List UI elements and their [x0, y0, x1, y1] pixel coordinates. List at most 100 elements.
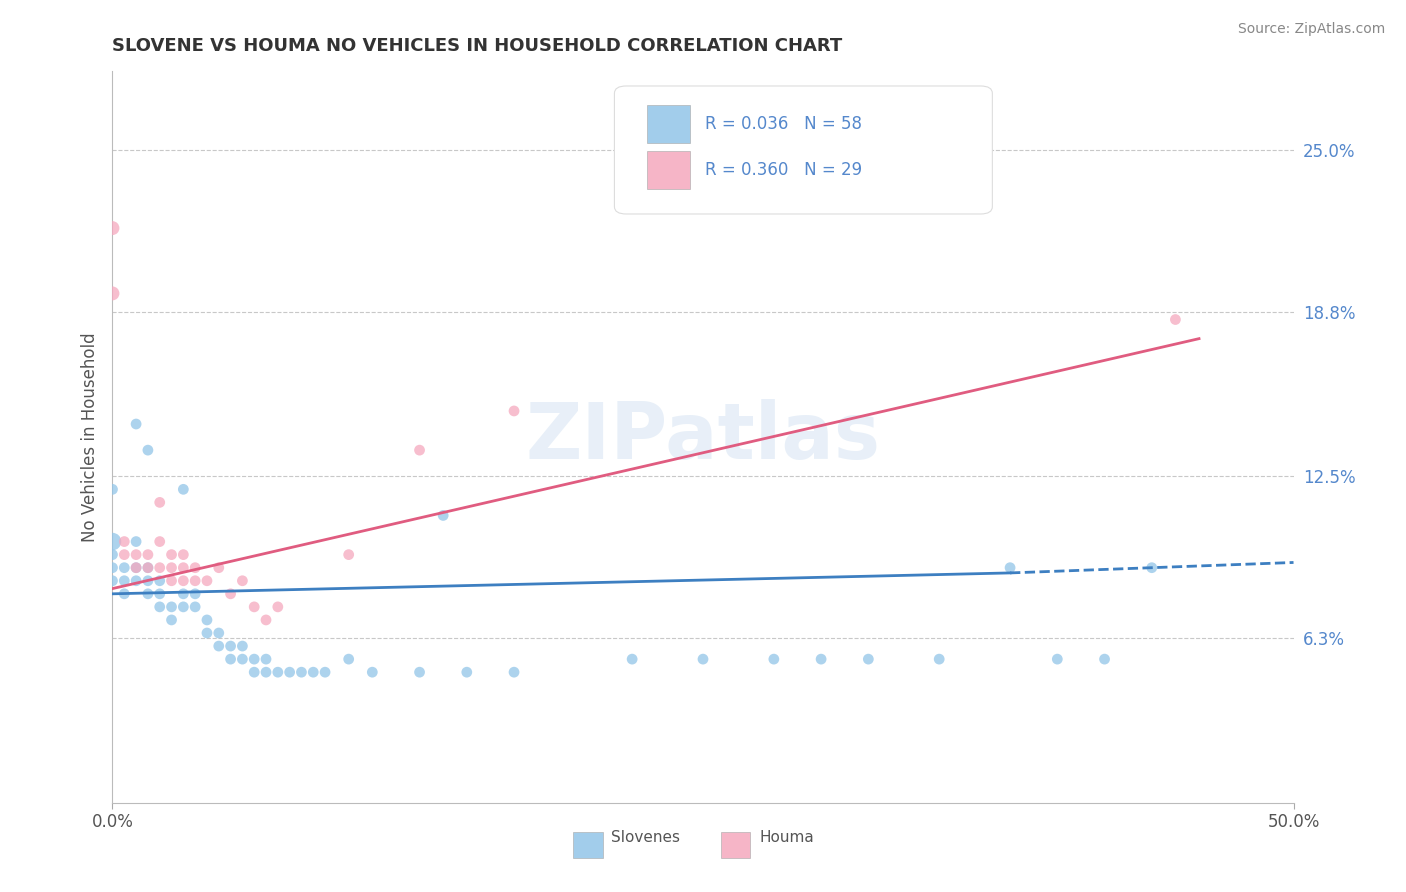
Point — [278, 665, 301, 680]
Point — [243, 652, 266, 666]
Point — [112, 534, 135, 549]
Point — [101, 221, 124, 235]
Point — [219, 587, 242, 601]
Point — [254, 613, 277, 627]
Point — [208, 560, 231, 574]
Point — [101, 534, 124, 549]
Point — [408, 443, 430, 458]
Point — [125, 560, 148, 574]
Point — [149, 574, 172, 588]
Point — [172, 587, 194, 601]
Point — [112, 587, 135, 601]
Text: SLOVENE VS HOUMA NO VEHICLES IN HOUSEHOLD CORRELATION CHART: SLOVENE VS HOUMA NO VEHICLES IN HOUSEHOL… — [112, 37, 842, 54]
Bar — [721, 832, 751, 858]
Point — [172, 483, 194, 497]
Text: R = 0.360   N = 29: R = 0.360 N = 29 — [706, 161, 862, 179]
Point — [243, 599, 266, 614]
Point — [101, 574, 124, 588]
Point — [172, 574, 194, 588]
Point — [125, 417, 148, 431]
Point — [149, 534, 172, 549]
Point — [160, 599, 183, 614]
Point — [408, 665, 430, 680]
Point — [1046, 652, 1069, 666]
Point — [136, 443, 159, 458]
Point — [219, 652, 242, 666]
Point — [231, 574, 253, 588]
Bar — [574, 832, 603, 858]
Point — [160, 560, 183, 574]
Point — [621, 652, 644, 666]
Text: R = 0.036   N = 58: R = 0.036 N = 58 — [706, 115, 862, 133]
Point — [195, 613, 218, 627]
Y-axis label: No Vehicles in Household: No Vehicles in Household — [80, 332, 98, 542]
Point — [125, 574, 148, 588]
Point — [160, 548, 183, 562]
Point — [762, 652, 785, 666]
Point — [208, 639, 231, 653]
Bar — [648, 105, 690, 143]
Point — [136, 587, 159, 601]
Point — [184, 574, 207, 588]
Point — [184, 587, 207, 601]
Point — [810, 652, 832, 666]
Point — [136, 574, 159, 588]
Point — [231, 639, 253, 653]
Point — [503, 404, 526, 418]
Point — [136, 560, 159, 574]
Point — [184, 599, 207, 614]
Text: Source: ZipAtlas.com: Source: ZipAtlas.com — [1237, 22, 1385, 37]
Point — [692, 652, 714, 666]
Point — [195, 626, 218, 640]
Text: Slovenes: Slovenes — [610, 830, 681, 846]
Text: Houma: Houma — [759, 830, 814, 846]
Point — [149, 599, 172, 614]
Point — [112, 574, 135, 588]
Point — [337, 548, 360, 562]
Point — [858, 652, 880, 666]
Point — [1164, 312, 1187, 326]
Point — [928, 652, 950, 666]
Point — [101, 483, 124, 497]
Point — [101, 548, 124, 562]
Point — [290, 665, 312, 680]
Point — [160, 574, 183, 588]
Point — [361, 665, 384, 680]
Text: ZIPatlas: ZIPatlas — [526, 399, 880, 475]
Point — [998, 560, 1021, 574]
Point — [160, 613, 183, 627]
Point — [101, 286, 124, 301]
Point — [149, 560, 172, 574]
Point — [208, 626, 231, 640]
Point — [136, 560, 159, 574]
Point — [267, 599, 290, 614]
Point — [149, 587, 172, 601]
Point — [254, 652, 277, 666]
Point — [1140, 560, 1163, 574]
Point — [112, 560, 135, 574]
FancyBboxPatch shape — [614, 86, 993, 214]
Point — [125, 560, 148, 574]
Bar — [648, 151, 690, 189]
Point — [267, 665, 290, 680]
Point — [219, 639, 242, 653]
Point — [503, 665, 526, 680]
Point — [172, 548, 194, 562]
Point — [125, 548, 148, 562]
Point — [172, 599, 194, 614]
Point — [101, 560, 124, 574]
Point — [136, 548, 159, 562]
Point — [172, 560, 194, 574]
Point — [195, 574, 218, 588]
Point — [1094, 652, 1116, 666]
Point — [456, 665, 478, 680]
Point — [314, 665, 336, 680]
Point — [302, 665, 325, 680]
Point — [432, 508, 454, 523]
Point — [337, 652, 360, 666]
Point — [231, 652, 253, 666]
Point — [254, 665, 277, 680]
Point — [112, 548, 135, 562]
Point — [184, 560, 207, 574]
Point — [243, 665, 266, 680]
